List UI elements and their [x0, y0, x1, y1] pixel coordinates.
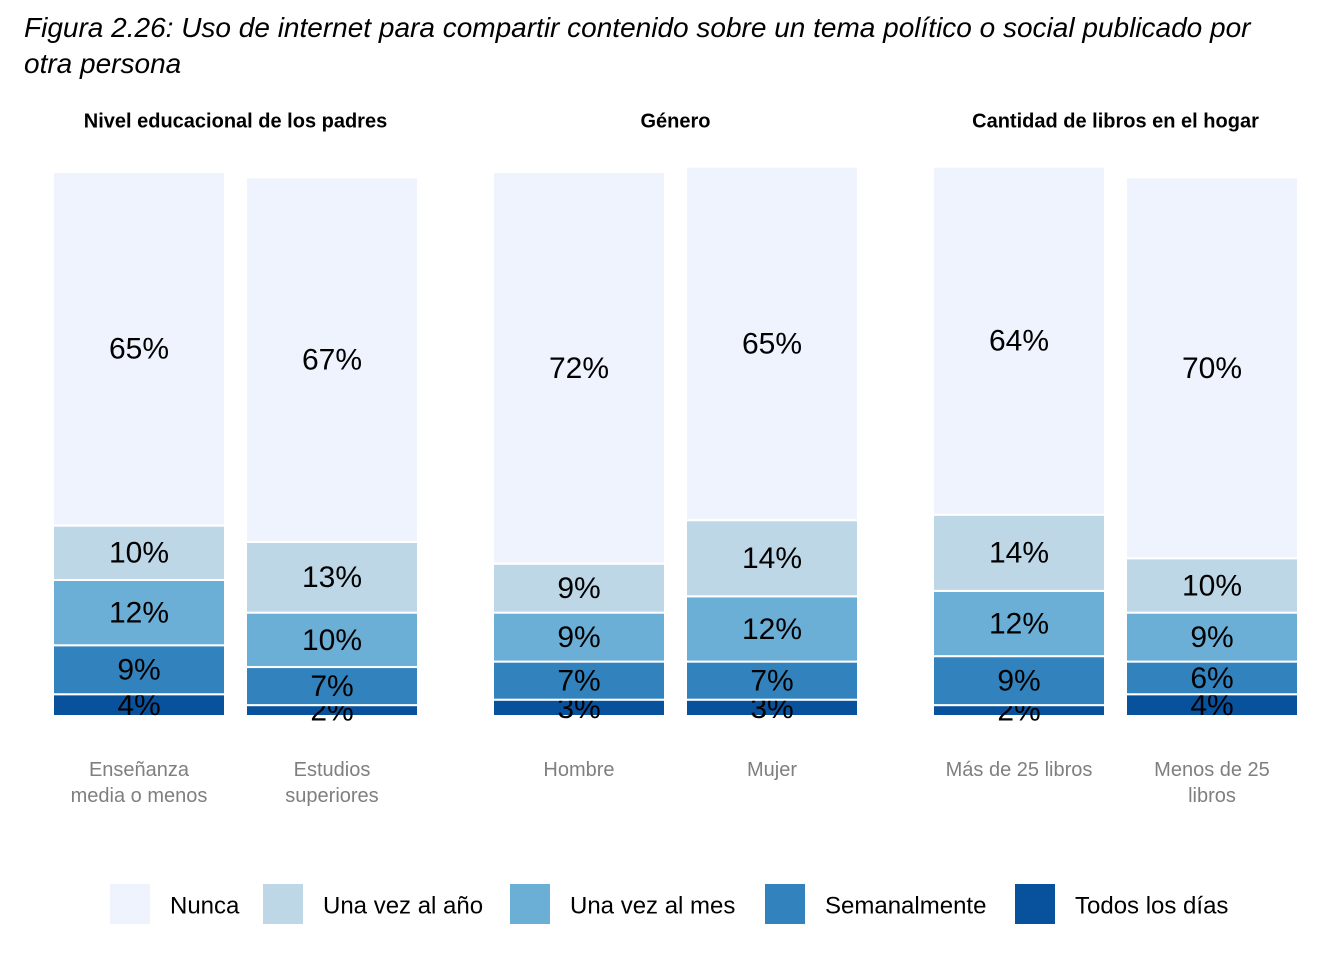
legend-swatch	[510, 884, 550, 924]
data-label: 7%	[750, 665, 793, 698]
legend-swatch	[1015, 884, 1055, 924]
chart-title: Figura 2.26: Uso de internet para compar…	[24, 12, 1251, 79]
bar-segment	[685, 519, 859, 598]
data-label: 9%	[557, 621, 600, 654]
bar-segment	[1125, 176, 1299, 560]
data-label: 9%	[557, 572, 600, 605]
data-label: 9%	[1190, 621, 1233, 654]
data-label: 14%	[989, 537, 1049, 570]
data-label: 12%	[742, 613, 802, 646]
data-label: 65%	[109, 333, 169, 366]
bar-segment	[932, 513, 1106, 592]
legend-label: Una vez al mes	[570, 892, 735, 919]
bar-segment	[52, 171, 226, 527]
bar-segment	[245, 176, 419, 543]
legend-label: Semanalmente	[825, 892, 986, 919]
bar-segment	[492, 562, 666, 614]
legend-swatch	[765, 884, 805, 924]
legend-label: Una vez al año	[323, 892, 483, 919]
data-label: 10%	[302, 624, 362, 657]
bar-segment	[685, 165, 859, 522]
data-label: 64%	[989, 325, 1049, 358]
bar-segment	[932, 655, 1106, 707]
data-label: 9%	[117, 654, 160, 687]
x-tick-label: Más de 25 libros	[945, 759, 1093, 781]
bar-segment	[932, 165, 1106, 516]
data-label: 12%	[989, 607, 1049, 640]
legend-swatch	[110, 884, 150, 924]
bar-segment	[245, 540, 419, 614]
legend-swatch	[263, 884, 303, 924]
legend-label: Nunca	[170, 892, 240, 919]
legend-label: Todos los días	[1075, 892, 1228, 919]
data-label: 67%	[302, 344, 362, 377]
data-label: 9%	[997, 665, 1040, 698]
data-label: 12%	[109, 597, 169, 630]
facet-title: Nivel educacional de los padres	[84, 110, 387, 132]
bar-segment	[492, 171, 666, 565]
bar-segment	[52, 644, 226, 696]
bar-segment	[1125, 660, 1299, 696]
bar-segment	[685, 660, 859, 701]
bar-segment	[245, 611, 419, 669]
data-label: 13%	[302, 561, 362, 594]
data-label: 7%	[310, 670, 353, 703]
bar-segment	[1125, 611, 1299, 663]
bar-segment	[492, 611, 666, 663]
data-label: 6%	[1190, 662, 1233, 695]
facet-title: Cantidad de libros en el hogar	[972, 110, 1259, 132]
data-label: 10%	[1182, 569, 1242, 602]
x-tick-label: Hombre	[543, 759, 615, 781]
x-tick-label: Estudios superiores	[285, 759, 379, 807]
x-tick-label: Mujer	[746, 759, 797, 781]
data-label: 14%	[742, 542, 802, 575]
x-tick-label: Enseñanza media o menos	[70, 759, 208, 807]
data-label: 65%	[742, 327, 802, 360]
data-label: 10%	[109, 537, 169, 570]
data-label: 72%	[549, 352, 609, 385]
data-label: 7%	[557, 665, 600, 698]
x-tick-label: Menos de 25 libros	[1154, 759, 1270, 807]
data-label: 70%	[1182, 352, 1242, 385]
facet-title: Género	[640, 110, 710, 132]
